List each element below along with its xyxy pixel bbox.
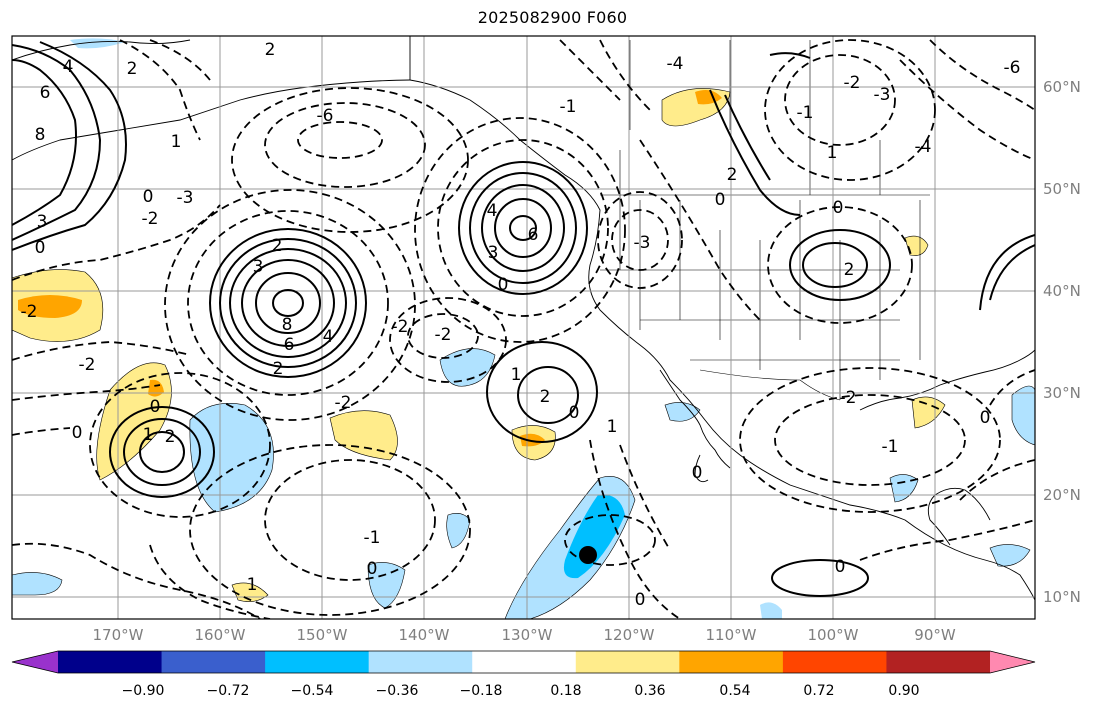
lat-label: 40°N	[1043, 282, 1081, 300]
lat-label: 30°N	[1043, 384, 1081, 402]
contour-label: -1	[560, 97, 577, 117]
contour-label: 8	[35, 125, 46, 145]
contour-label: 0	[498, 275, 509, 295]
map-frame	[11, 35, 1036, 620]
contour-label: 4	[323, 327, 334, 347]
contour-label: -2	[435, 325, 452, 345]
colorbar-tick-label: 0.72	[803, 683, 835, 699]
contour-label: 0	[143, 187, 154, 207]
lat-label: 10°N	[1043, 588, 1081, 606]
contour-label: 0	[35, 238, 46, 258]
contour-label: -6	[317, 106, 334, 126]
contour-label: 1	[247, 575, 258, 595]
contour-label: 3	[488, 243, 499, 263]
contour-label: 6	[528, 225, 539, 245]
lon-label: 170°W	[92, 626, 144, 644]
contour-label: 3	[253, 257, 264, 277]
contour-label: 0	[692, 463, 703, 483]
contour-label: -1	[882, 437, 899, 457]
lon-label: 130°W	[501, 626, 553, 644]
contour-label: 0	[715, 190, 726, 210]
negative-contours	[12, 39, 1035, 619]
lon-label: 90°W	[914, 626, 956, 644]
lon-label: 120°W	[603, 626, 655, 644]
contour-label: 0	[635, 590, 646, 610]
lon-label: 150°W	[296, 626, 348, 644]
contour-label: -6	[1004, 58, 1021, 78]
lon-label: 140°W	[398, 626, 450, 644]
contour-label: -3	[177, 188, 194, 208]
shaded-anomaly-regions	[12, 38, 1035, 619]
contour-label: 2	[127, 59, 138, 79]
lon-label: 160°W	[194, 626, 246, 644]
coastlines	[12, 36, 1035, 601]
contour-label: -3	[874, 85, 891, 105]
colorbar-tick-label: 0.36	[634, 683, 666, 699]
colorbar-tick-label: 0.18	[550, 683, 582, 699]
colorbar-tick-label: −0.90	[121, 683, 165, 699]
lat-label: 60°N	[1043, 78, 1081, 96]
contour-label: -2	[392, 317, 409, 337]
contour-label: 6	[40, 83, 51, 103]
contour-label: 1	[143, 425, 154, 445]
contour-label: 8	[282, 315, 293, 335]
contour-label: 2	[540, 387, 551, 407]
storm-center-dot	[579, 546, 597, 564]
contour-label: 6	[284, 335, 295, 355]
contour-label: 4	[487, 201, 498, 221]
contour-label: -1	[797, 103, 814, 123]
contour-label: 2	[727, 165, 738, 185]
colorbar-tick-label: −0.36	[375, 683, 419, 699]
contour-label: 1	[607, 417, 618, 437]
contour-label: 3	[37, 212, 48, 232]
contour-label: 2	[272, 236, 283, 256]
contour-label: -2	[79, 355, 96, 375]
contour-label: -1	[364, 528, 381, 548]
colorbar-tick-label: −0.72	[206, 683, 250, 699]
contour-label: -2	[21, 302, 38, 322]
contour-label: -2	[844, 73, 861, 93]
lat-label: 50°N	[1043, 180, 1081, 198]
contour-label: 1	[827, 143, 838, 163]
contour-label: 0	[835, 557, 846, 577]
contour-label: -4	[667, 54, 684, 74]
contour-label: 0	[367, 559, 378, 579]
contour-label: -3	[634, 233, 651, 253]
contour-label: 2	[844, 260, 855, 280]
contour-label: 0	[569, 403, 580, 423]
contour-label: -2	[840, 388, 857, 408]
contour-label: 1	[171, 132, 182, 152]
lat-label: 20°N	[1043, 486, 1081, 504]
contour-label: -4	[915, 137, 932, 157]
contour-labels: 8 6 3 2 4 2 6 4 3 0 2 1 0 -6 -1 -2 -2 -2…	[21, 40, 1021, 610]
contour-label: 0	[980, 408, 991, 428]
lon-label: 100°W	[807, 626, 859, 644]
contour-label: -2	[142, 209, 159, 229]
contour-label: 0	[833, 198, 844, 218]
contour-label: 2	[165, 427, 176, 447]
contour-label: 0	[150, 397, 161, 417]
lon-label: 110°W	[705, 626, 757, 644]
contour-label: -2	[335, 393, 352, 413]
colorbar-tick-label: 0.54	[719, 683, 751, 699]
contour-label: 2	[265, 40, 276, 60]
graticule	[12, 36, 1035, 619]
map-title: 2025082900 F060	[477, 8, 628, 27]
colorbar-tick-label: 0.90	[888, 683, 920, 699]
colorbar-tick-label: −0.54	[290, 683, 334, 699]
contour-label: 0	[72, 423, 83, 443]
contour-label: 4	[63, 57, 74, 77]
contour-label: 1	[511, 365, 522, 385]
positive-contours	[12, 41, 1035, 597]
contour-label: 2	[273, 359, 284, 379]
colorbar-tick-label: −0.18	[459, 683, 503, 699]
